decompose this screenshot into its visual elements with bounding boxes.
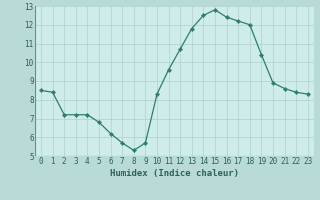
- X-axis label: Humidex (Indice chaleur): Humidex (Indice chaleur): [110, 169, 239, 178]
